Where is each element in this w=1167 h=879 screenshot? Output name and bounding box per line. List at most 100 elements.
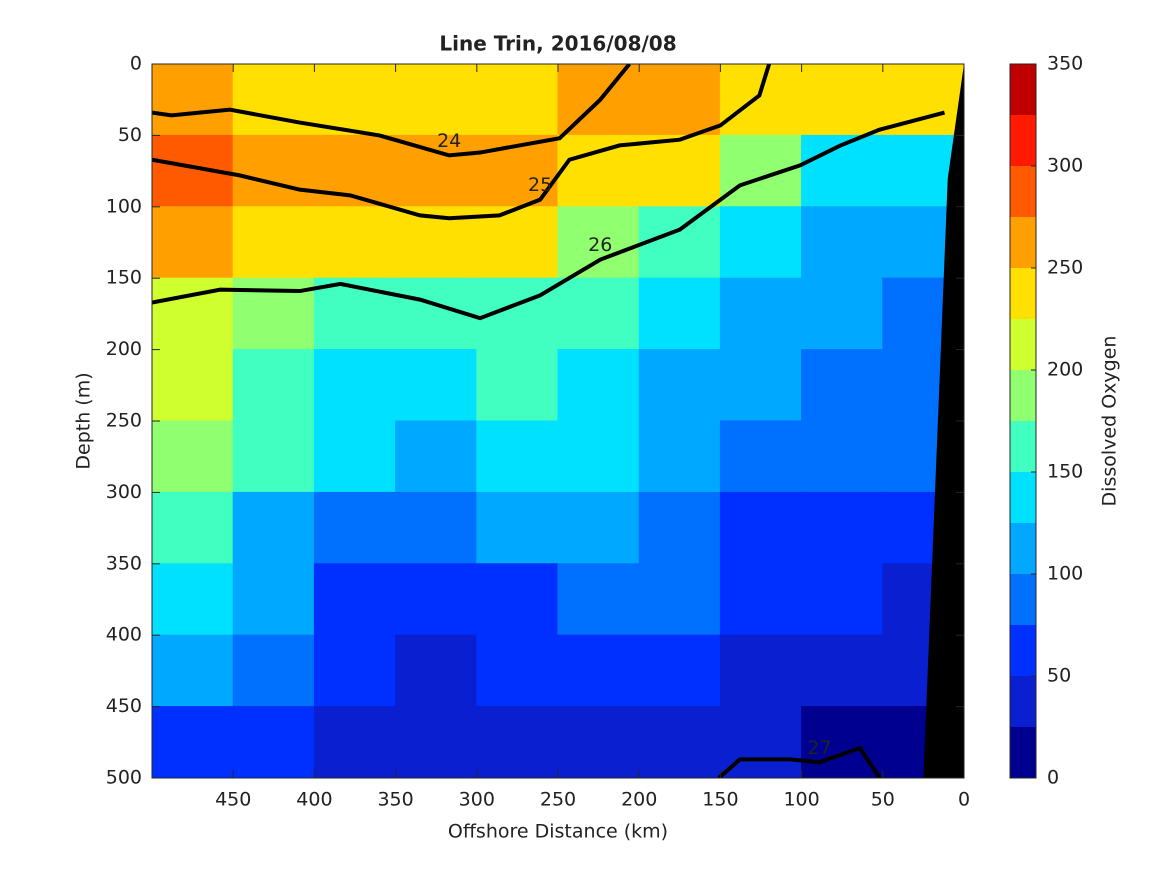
contour-cell — [313, 491, 397, 565]
y-tick-label: 500 — [106, 767, 142, 789]
contour-cell — [801, 64, 884, 136]
y-tick-label: 300 — [106, 481, 142, 503]
contour-cell — [395, 634, 478, 708]
contour-cell — [557, 206, 640, 279]
colorbar-tick-label: 0 — [1047, 767, 1059, 789]
contour-cell — [557, 277, 640, 351]
colorbar-swatch — [1010, 676, 1036, 727]
contour-cell — [313, 64, 397, 136]
contour-cell — [395, 491, 478, 565]
contour-cell — [719, 277, 803, 351]
contour-cell — [801, 277, 884, 351]
y-tick-label: 0 — [130, 53, 142, 75]
contour-cell — [476, 349, 559, 422]
contour-cell — [557, 491, 640, 565]
colorbar-swatch — [1010, 370, 1036, 421]
contour-cell — [801, 491, 884, 565]
contour-cell — [557, 634, 640, 708]
x-axis-label: Offshore Distance (km) — [448, 821, 668, 843]
contour-cell — [152, 206, 234, 279]
contour-cell — [476, 64, 559, 136]
colorbar-swatch — [1010, 727, 1036, 778]
contour-cell — [152, 64, 234, 136]
x-tick-label: 100 — [783, 789, 819, 811]
contour-label: 24 — [437, 130, 461, 152]
contour-cell — [638, 277, 721, 351]
contour-cell — [313, 277, 397, 351]
colorbar-swatch — [1010, 268, 1036, 319]
colorbar-swatch — [1010, 115, 1036, 166]
colorbar-swatch — [1010, 523, 1036, 574]
contour-cell — [395, 349, 478, 422]
y-tick-label: 200 — [106, 338, 142, 360]
x-tick-label: 350 — [377, 789, 413, 811]
contour-cell — [476, 634, 559, 708]
contour-cell — [557, 420, 640, 493]
contour-cell — [801, 206, 884, 279]
contour-cell — [719, 563, 803, 636]
contour-cell — [719, 420, 803, 493]
contour-cell — [232, 491, 315, 565]
y-tick-label: 100 — [106, 195, 142, 217]
contour-label: 27 — [807, 737, 831, 759]
contour-line — [152, 64, 632, 158]
contour-cell — [801, 349, 884, 422]
colorbar-swatch — [1010, 574, 1036, 625]
contour-cell — [152, 491, 234, 565]
contour-line — [717, 745, 882, 778]
plot-area: 24 25 26 27 — [152, 64, 964, 778]
contour-cell — [395, 420, 478, 493]
contour-cell — [232, 349, 315, 422]
x-tick-label: 200 — [621, 789, 657, 811]
chart-title: Line Trin, 2016/08/08 — [439, 32, 676, 56]
colorbar-swatch — [1010, 625, 1036, 676]
colorbar-frame — [1009, 63, 1037, 779]
contour-cell — [719, 349, 803, 422]
contour-line — [152, 64, 772, 221]
colorbar-tick-label: 200 — [1047, 359, 1083, 381]
y-tick-label: 400 — [106, 624, 142, 646]
contour-cell — [801, 563, 884, 636]
x-tick-label: 250 — [540, 789, 576, 811]
contour-cell — [719, 134, 803, 208]
contour-cell — [232, 64, 315, 136]
colorbar-tick-label: 50 — [1047, 665, 1071, 687]
contour-label: 25 — [528, 174, 552, 196]
y-tick-label: 350 — [106, 552, 142, 574]
contour-cell — [801, 634, 884, 708]
contour-cell — [395, 64, 478, 136]
contour-cell — [232, 706, 315, 778]
colorbar-tick-label: 100 — [1047, 563, 1083, 585]
contour-cell — [313, 563, 397, 636]
colorbar-swatch — [1010, 166, 1036, 217]
x-tick-label: 150 — [702, 789, 738, 811]
contour-cell — [638, 634, 721, 708]
contour-line — [152, 110, 946, 321]
x-tick-label: 450 — [215, 789, 251, 811]
contour-cell — [638, 563, 721, 636]
y-tick-label: 250 — [106, 410, 142, 432]
contour-cell — [476, 563, 559, 636]
contour-cell — [638, 134, 721, 208]
contour-cell — [152, 349, 234, 422]
y-tick-label: 450 — [106, 695, 142, 717]
colorbar-tick-label: 150 — [1047, 461, 1083, 483]
y-axis-label: Depth (m) — [73, 372, 95, 469]
contour-cell — [232, 634, 315, 708]
contour-cell — [557, 349, 640, 422]
contour-cell — [395, 563, 478, 636]
x-tick-label: 50 — [871, 789, 895, 811]
x-tick-label: 0 — [958, 789, 970, 811]
contour-cell — [719, 64, 803, 136]
contour-cell — [313, 206, 397, 279]
colorbar-label: Dissolved Oxygen — [1099, 336, 1121, 507]
contour-cell — [638, 206, 721, 279]
contour-cell — [638, 420, 721, 493]
contour-cell — [152, 563, 234, 636]
contour-cell — [232, 420, 315, 493]
contour-cell — [801, 420, 884, 493]
contour-cell — [476, 706, 559, 778]
colorbar-swatch — [1010, 217, 1036, 268]
contour-cell — [557, 706, 640, 778]
